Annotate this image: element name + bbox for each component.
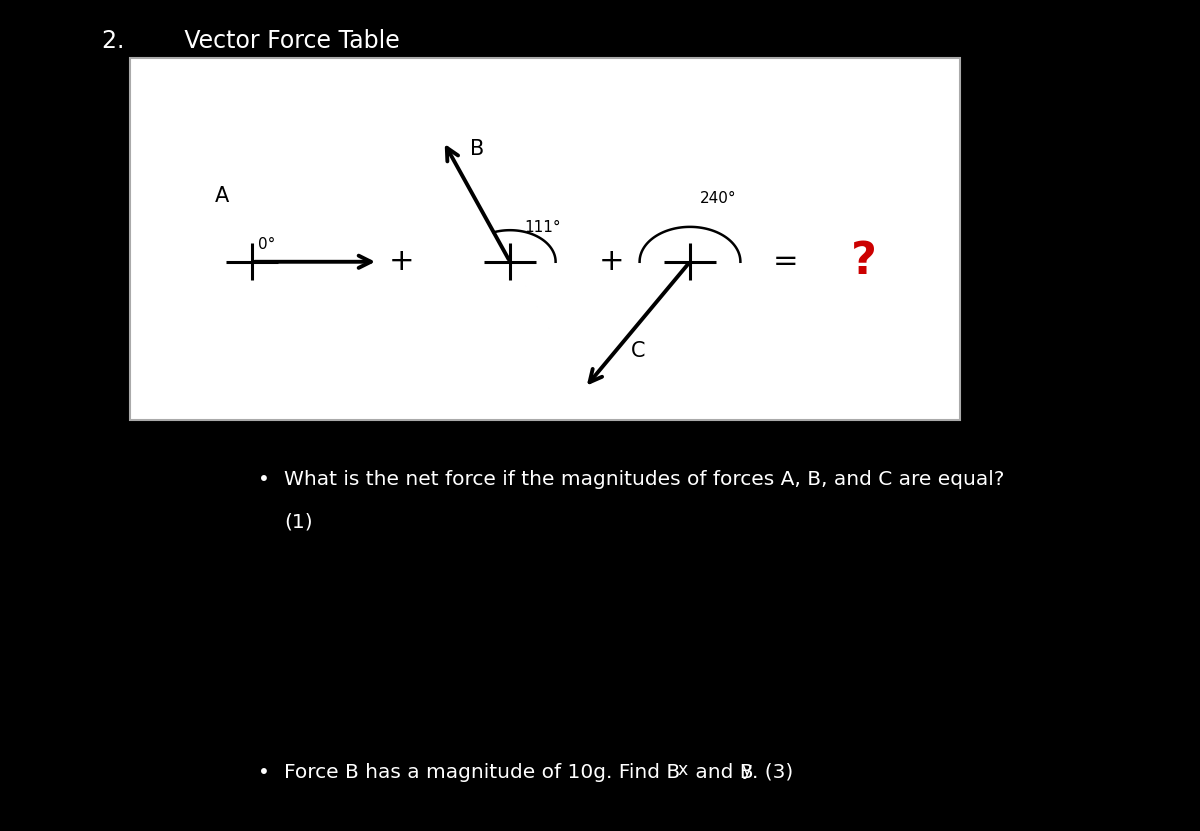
Text: and B: and B	[689, 763, 754, 782]
Text: A: A	[215, 186, 229, 206]
Text: 0°: 0°	[258, 237, 275, 252]
Text: B: B	[469, 139, 484, 159]
Text: ?: ?	[851, 240, 877, 283]
Text: •: •	[258, 470, 270, 489]
Text: What is the net force if the magnitudes of forces A, B, and C are equal?: What is the net force if the magnitudes …	[284, 470, 1004, 489]
Bar	[130, 58, 960, 420]
Text: (1): (1)	[284, 513, 313, 532]
Text: Force B has a magnitude of 10g. Find B: Force B has a magnitude of 10g. Find B	[284, 763, 680, 782]
Text: 111°: 111°	[524, 220, 562, 235]
Text: =: =	[773, 248, 799, 276]
Text: C: C	[631, 341, 646, 361]
Text: 240°: 240°	[700, 191, 737, 206]
Text: . (3): . (3)	[752, 763, 793, 782]
Text: y: y	[742, 761, 752, 779]
Text: +: +	[389, 248, 415, 276]
Text: x: x	[678, 761, 689, 779]
Text: 2.        Vector Force Table: 2. Vector Force Table	[102, 29, 400, 53]
Text: +: +	[599, 248, 625, 276]
Text: •: •	[258, 763, 270, 782]
